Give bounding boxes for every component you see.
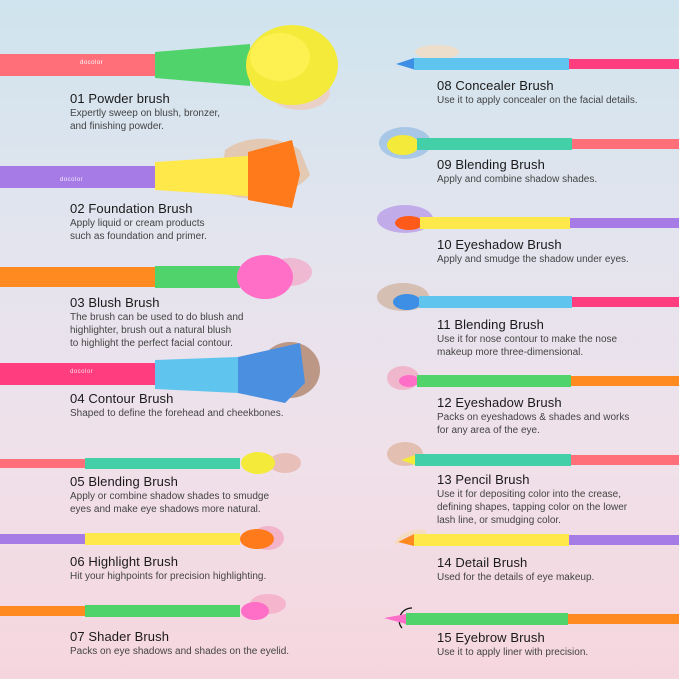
eyeshadow-brush-10-image bbox=[375, 203, 679, 243]
pencil-brush-image bbox=[385, 440, 679, 480]
item-10: 10 Eyeshadow Brush Apply and smudge the … bbox=[437, 237, 629, 266]
highlight-brush-image bbox=[0, 520, 310, 560]
brand-mark: docolor bbox=[60, 177, 84, 183]
item-title: 10 Eyeshadow Brush bbox=[437, 237, 562, 252]
item-desc: Apply and smudge the shadow under eyes. bbox=[437, 254, 629, 265]
item-title: 01 Powder brush bbox=[70, 91, 170, 106]
item-desc: Apply and combine shadow shades. bbox=[437, 174, 598, 185]
item-desc: Apply liquid or cream products such as f… bbox=[70, 218, 207, 242]
item-06: 06 Highlight Brush Hit your highpoints f… bbox=[70, 554, 266, 583]
item-title: 12 Eyeshadow Brush bbox=[437, 395, 562, 410]
item-title: 07 Shader Brush bbox=[70, 629, 170, 644]
brand-mark: docolor bbox=[80, 60, 104, 66]
concealer-brush-image bbox=[392, 42, 679, 82]
item-desc: Apply or combine shadow shades to smudge… bbox=[70, 491, 270, 515]
item-title: 06 Highlight Brush bbox=[70, 554, 179, 569]
item-title: 04 Contour Brush bbox=[70, 391, 174, 406]
blending-brush-05-image bbox=[0, 445, 310, 485]
brand-mark: docolor bbox=[70, 369, 94, 375]
item-title: 14 Detail Brush bbox=[437, 555, 528, 570]
contour-brush-image bbox=[0, 335, 330, 415]
item-desc: Packs on eyeshadows & shades and works f… bbox=[437, 412, 630, 436]
item-title: 15 Eyebrow Brush bbox=[437, 630, 545, 645]
item-desc: The brush can be used to do blush and hi… bbox=[70, 312, 244, 349]
detail-brush-image bbox=[392, 520, 679, 560]
item-title: 05 Blending Brush bbox=[70, 474, 178, 489]
item-desc: Use it to apply concealer on the facial … bbox=[437, 95, 638, 106]
blending-brush-11-image bbox=[375, 283, 679, 323]
item-05: 05 Blending Brush Apply or combine shado… bbox=[70, 474, 269, 516]
item-desc: Hit your highpoints for precision highli… bbox=[70, 571, 267, 582]
eyebrow-brush-image bbox=[382, 600, 679, 640]
item-title: 08 Concealer Brush bbox=[437, 78, 554, 93]
item-desc: Use it for depositing color into the cre… bbox=[437, 489, 628, 526]
item-title: 03 Blush Brush bbox=[70, 295, 160, 310]
item-title: 09 Blending Brush bbox=[437, 157, 545, 172]
item-desc: Use it for nose contour to make the nose… bbox=[437, 334, 618, 358]
item-07: 07 Shader Brush Packs on eye shadows and… bbox=[70, 629, 289, 658]
item-08: 08 Concealer Brush Use it to apply conce… bbox=[437, 78, 638, 107]
item-title: 13 Pencil Brush bbox=[437, 472, 530, 487]
shader-brush-image bbox=[0, 590, 310, 630]
item-14: 14 Detail Brush Used for the details of … bbox=[437, 555, 594, 584]
item-13: 13 Pencil Brush Use it for depositing co… bbox=[437, 472, 627, 527]
item-desc: Shaped to define the forehead and cheekb… bbox=[70, 408, 284, 419]
item-15: 15 Eyebrow Brush Use it to apply liner w… bbox=[437, 630, 588, 659]
item-desc: Packs on eye shadows and shades on the e… bbox=[70, 646, 290, 657]
item-02: 02 Foundation Brush Apply liquid or crea… bbox=[70, 201, 207, 243]
item-03: 03 Blush Brush The brush can be used to … bbox=[70, 295, 243, 350]
item-title: 02 Foundation Brush bbox=[70, 201, 193, 216]
item-desc: Used for the details of eye makeup. bbox=[437, 572, 595, 583]
item-01: 01 Powder brush Expertly sweep on blush,… bbox=[70, 91, 220, 133]
item-12: 12 Eyeshadow Brush Packs on eyeshadows &… bbox=[437, 395, 629, 437]
item-desc: Expertly sweep on blush, bronzer, and fi… bbox=[70, 108, 221, 132]
eyeshadow-brush-12-image bbox=[385, 362, 679, 402]
item-title: 11 Blending Brush bbox=[437, 317, 544, 332]
powder-brush-image bbox=[0, 22, 345, 122]
blush-brush-image bbox=[0, 250, 320, 305]
item-04: 04 Contour Brush Shaped to define the fo… bbox=[70, 391, 284, 420]
item-09: 09 Blending Brush Apply and combine shad… bbox=[437, 157, 597, 186]
blending-brush-09-image bbox=[375, 125, 679, 165]
item-11: 11 Blending Brush Use it for nose contou… bbox=[437, 317, 617, 359]
item-desc: Use it to apply liner with precision. bbox=[437, 647, 589, 658]
foundation-brush-image bbox=[0, 130, 320, 215]
